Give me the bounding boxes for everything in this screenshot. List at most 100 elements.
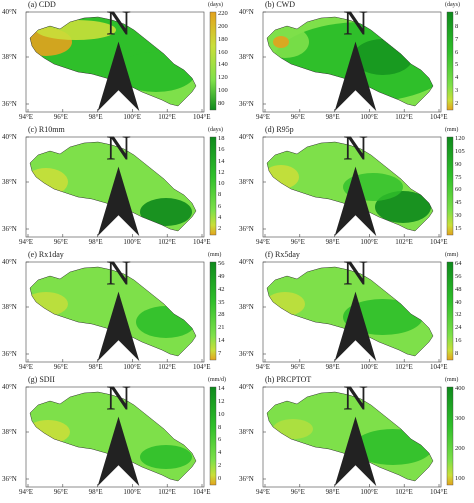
lat-label: 40°N [2,8,17,16]
north-arrow-icon: N [97,4,140,112]
map-panel-c: (c) R10mm (days) N 40°N 38°N 36°N 94°E 96°E 98°E… [0,125,237,250]
basin-outline [29,16,197,107]
lon-label: 104°E [193,238,211,246]
colorbar-tick-label: 7 [455,35,459,43]
colorbar-tick-label: 14 [218,157,225,165]
lon-label: 102°E [158,113,176,121]
lat-label: 40°N [239,8,254,16]
lon-label: 104°E [430,113,448,121]
svg-text:N: N [343,379,368,418]
colorbar-tick-label: 5 [455,61,459,69]
colorbar-tick-label: 64 [455,260,462,267]
svg-text:N: N [106,254,131,293]
lon-label: 100°E [360,488,378,496]
lon-label: 102°E [158,488,176,496]
lon-label: 94°E [19,488,34,496]
north-arrow-icon: N [97,254,140,362]
lon-label: 96°E [290,488,305,496]
colorbar-tick-label: 12 [218,168,225,176]
svg-text:N: N [106,4,131,43]
svg-text:N: N [106,129,131,168]
colorbar-unit: (days) [445,2,460,8]
colorbar-tick-label: 6 [218,202,222,210]
basin-outline [29,266,197,357]
lon-label: 100°E [123,113,141,121]
colorbar-tick-label: 32 [455,311,462,319]
panel-title: (d) R95p [265,125,294,134]
lon-label: 96°E [53,488,68,496]
colorbar-unit: (mm) [445,127,459,133]
lon-label: 96°E [53,238,68,246]
colorbar-tick-label: 160 [218,48,228,56]
lon-label: 96°E [290,113,305,121]
colorbar-tick-label: 3 [455,87,459,95]
colorbar-unit: (days) [208,2,223,8]
lat-label: 38°N [2,53,17,61]
lon-label: 102°E [395,238,413,246]
lon-label: 94°E [256,488,271,496]
north-arrow-icon: N [334,129,377,237]
lat-label: 40°N [239,133,254,141]
colorbar [446,261,454,361]
lat-label: 40°N [239,258,254,266]
lat-label: 38°N [2,303,17,311]
colorbar-tick-label: 105 [455,147,465,155]
lon-label: 100°E [123,363,141,371]
lon-label: 104°E [430,488,448,496]
basin-outline [266,16,434,107]
lat-label: 38°N [2,428,17,436]
colorbar-tick-label: 8 [218,191,222,199]
map-svg-h [262,386,454,488]
panel-title: (f) Rx5day [265,250,300,259]
lat-label: 36°N [2,225,17,233]
colorbar-tick-label: 180 [218,35,228,43]
lon-label: 102°E [158,363,176,371]
colorbar-unit: (mm/d) [208,377,226,383]
lon-label: 98°E [88,488,103,496]
lon-label: 98°E [325,363,340,371]
colorbar-unit: (mm) [445,252,459,258]
lon-label: 98°E [325,238,340,246]
lat-label: 38°N [239,303,254,311]
lat-label: 40°N [2,258,17,266]
colorbar-tick-label: 30 [455,212,462,220]
colorbar-tick-label: 400 [455,385,465,392]
north-arrow-icon: N [334,379,377,487]
lat-label: 40°N [2,383,17,391]
colorbar-tick-label: 40 [455,298,462,306]
lon-label: 94°E [256,238,271,246]
lat-label: 40°N [2,133,17,141]
map-panel-b: (b) CWD (days) N 40°N 38°N 36°N 94°E 96°E 98°E 10… [237,0,474,125]
panel-title: (b) CWD [265,0,295,9]
colorbar-tick-label: 60 [455,186,462,194]
north-arrow-icon: N [334,4,377,112]
map-svg-a [25,11,217,113]
map-panel-g: (g) SDII (mm/d) N 40°N 38°N 36°N 94°E 96°E 98°E 1… [0,375,237,500]
basin-outline [29,391,197,482]
colorbar-tick-label: 6 [218,436,222,444]
colorbar-tick-label: 56 [218,260,225,267]
lon-label: 104°E [193,488,211,496]
colorbar-tick-label: 45 [455,199,462,207]
lon-label: 96°E [290,238,305,246]
lon-label: 104°E [430,363,448,371]
lat-label: 36°N [2,350,17,358]
colorbar-tick-label: 6 [455,48,459,56]
lat-label: 40°N [239,383,254,391]
colorbar-unit: (mm) [445,377,459,383]
lon-label: 104°E [193,363,211,371]
lon-label: 96°E [53,363,68,371]
colorbar [209,386,217,486]
lat-label: 38°N [239,428,254,436]
north-arrow-icon: N [334,254,377,362]
lon-label: 104°E [193,113,211,121]
basin-outline [266,266,434,357]
lon-label: 100°E [360,238,378,246]
colorbar-unit: (mm) [208,252,222,258]
lon-label: 102°E [395,363,413,371]
colorbar-tick-label: 140 [218,61,228,69]
colorbar-tick-label: 14 [218,385,225,392]
svg-text:N: N [343,254,368,293]
colorbar-tick-label: 100 [455,475,465,482]
lon-label: 96°E [53,113,68,121]
